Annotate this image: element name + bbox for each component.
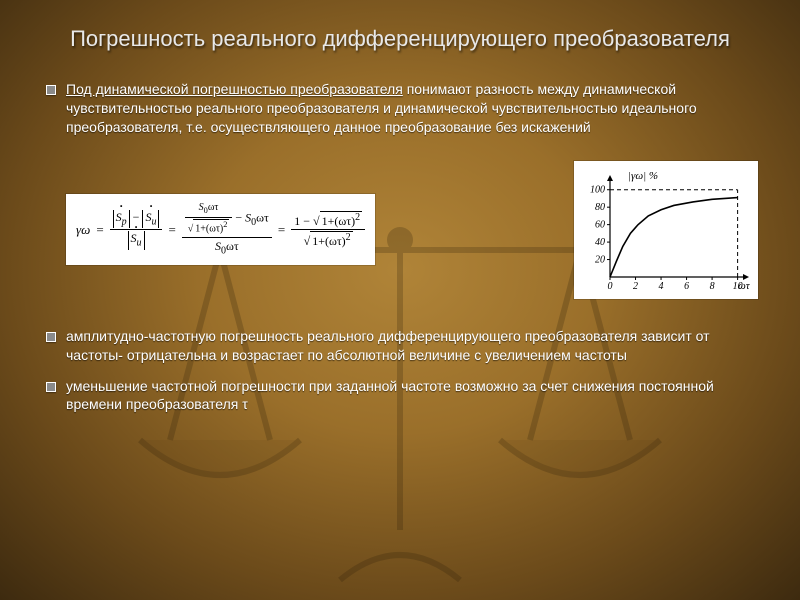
svg-text:0: 0 xyxy=(608,281,613,292)
formula: γω = Sp − Su Su = S0ωτ xyxy=(66,194,375,265)
svg-text:40: 40 xyxy=(595,237,605,248)
bullet-1: Под динамической погрешностью преобразов… xyxy=(42,80,758,137)
bullet-1-lead: Под динамической погрешностью преобразов… xyxy=(66,81,403,97)
svg-text:20: 20 xyxy=(595,254,605,265)
formula-lhs: γω xyxy=(76,222,90,237)
svg-text:6: 6 xyxy=(684,281,689,292)
slide: Погрешность реального дифференцирующего … xyxy=(0,0,800,600)
bullet-list: Под динамической погрешностью преобразов… xyxy=(42,80,758,137)
slide-title: Погрешность реального дифференцирующего … xyxy=(42,22,758,56)
svg-text:|γω| %: |γω| % xyxy=(628,170,658,182)
svg-text:100: 100 xyxy=(590,184,605,195)
svg-text:ωτ: ωτ xyxy=(738,280,751,292)
bullet-list-2: амплитудно-частотную погрешность реально… xyxy=(42,327,758,415)
svg-text:2: 2 xyxy=(633,281,638,292)
svg-text:60: 60 xyxy=(595,219,605,230)
bullet-3: уменьшение частотной погрешности при зад… xyxy=(42,377,758,415)
bullet-2: амплитудно-частотную погрешность реально… xyxy=(42,327,758,365)
svg-text:8: 8 xyxy=(710,281,715,292)
figure-row: γω = Sp − Su Su = S0ωτ xyxy=(66,161,758,299)
svg-text:80: 80 xyxy=(595,202,605,213)
error-chart: 024681020406080100|γω| %ωτ xyxy=(574,161,758,299)
svg-text:4: 4 xyxy=(659,281,664,292)
